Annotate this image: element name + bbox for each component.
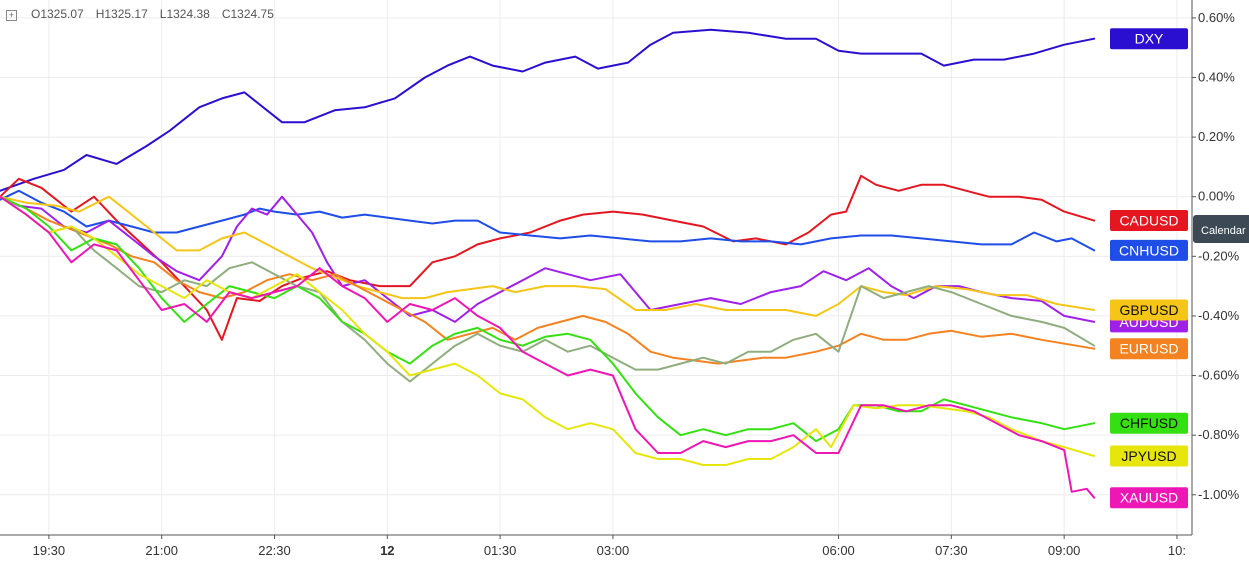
x-tick-label: 09:00 — [1048, 543, 1081, 558]
series-label-dxy: DXY — [1110, 28, 1188, 50]
x-tick-label: 06:00 — [822, 543, 855, 558]
series-label-cadusd: CADUSD — [1110, 210, 1188, 232]
x-tick-label: 19:30 — [33, 543, 66, 558]
ohlc-open: O1325.07 — [31, 7, 84, 21]
svg-text:CNHUSD: CNHUSD — [1119, 242, 1179, 258]
series-label-gbpusd: GBPUSD — [1110, 299, 1188, 321]
svg-text:GBPUSD: GBPUSD — [1119, 302, 1178, 318]
svg-text:XAUUSD: XAUUSD — [1120, 490, 1178, 506]
series-line-xauusd — [0, 195, 1096, 499]
series-line-jpyusd — [0, 195, 1096, 466]
series-label-xauusd: XAUUSD — [1110, 487, 1188, 509]
series-line-chfusd — [0, 195, 1096, 443]
x-tick-label: 21:00 — [145, 543, 178, 558]
series-label-eurusd: EURUSD — [1110, 338, 1188, 360]
y-tick-label: 0.00% — [1198, 189, 1235, 204]
series-label-jpyusd: JPYUSD — [1110, 445, 1188, 467]
y-tick-label: 0.20% — [1198, 129, 1235, 144]
ohlc-high: H1325.17 — [95, 7, 148, 21]
calendar-tab-label: Calendar — [1201, 225, 1246, 237]
y-tick-label: -0.40% — [1198, 308, 1240, 323]
x-tick-label: 22:30 — [258, 543, 291, 558]
x-tick-label: 07:30 — [935, 543, 968, 558]
svg-text:EURUSD: EURUSD — [1119, 341, 1178, 357]
series-line-cnhusd — [0, 189, 1096, 252]
series-label-chfusd: CHFUSD — [1110, 412, 1188, 434]
ohlc-close: C1324.75 — [221, 7, 274, 21]
y-tick-label: -0.80% — [1198, 427, 1240, 442]
series-label-cnhusd: CNHUSD — [1110, 239, 1188, 261]
svg-text:CHFUSD: CHFUSD — [1120, 415, 1178, 431]
plus-box-icon[interactable]: + — [6, 7, 19, 21]
y-tick-label: -1.00% — [1198, 487, 1240, 502]
y-tick-label: 0.40% — [1198, 69, 1235, 84]
y-tick-label: -0.20% — [1198, 248, 1240, 263]
series-line-dxy — [0, 28, 1096, 192]
x-tick-label: 10: — [1168, 543, 1186, 558]
x-tick-label: 03:00 — [597, 543, 630, 558]
ohlc-readout: + O1325.07 H1325.17 L1324.38 C1324.75 — [6, 7, 274, 21]
svg-text:CADUSD: CADUSD — [1119, 213, 1178, 229]
series-line-eurusd — [0, 195, 1096, 365]
series-line-nzdusd — [0, 195, 1096, 383]
series-line-gbpusd — [0, 195, 1096, 317]
calendar-tab[interactable]: Calendar — [1193, 215, 1249, 243]
x-tick-label: 01:30 — [484, 543, 517, 558]
svg-text:JPYUSD: JPYUSD — [1121, 448, 1176, 464]
series-line-cadusd — [0, 174, 1096, 341]
y-tick-label: -0.60% — [1198, 368, 1240, 383]
ohlc-low: L1324.38 — [159, 7, 210, 21]
y-tick-label: 0.60% — [1198, 10, 1235, 25]
svg-text:DXY: DXY — [1135, 31, 1164, 47]
x-tick-label: 12 — [380, 543, 394, 558]
series-line-audusd — [0, 195, 1096, 323]
